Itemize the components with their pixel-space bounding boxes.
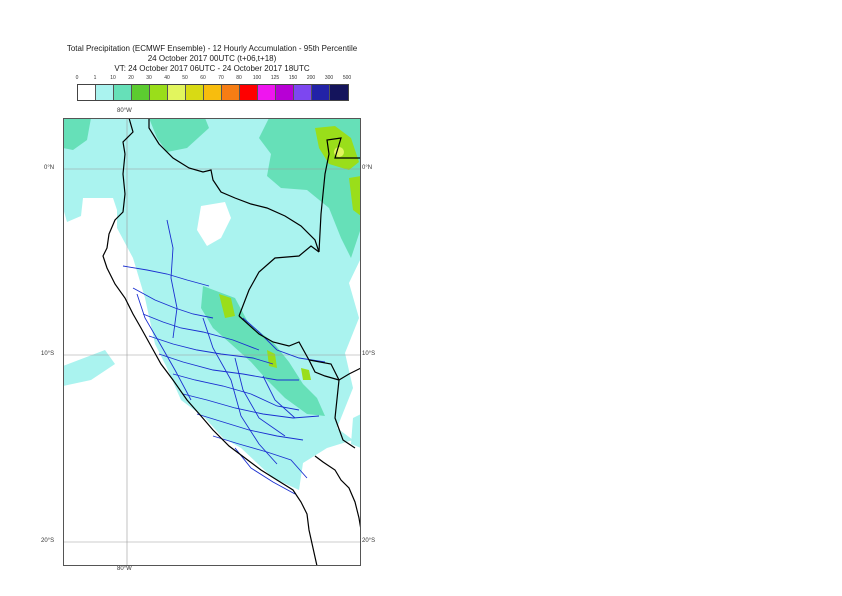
admin-boundaries — [122, 219, 326, 495]
legend-threshold-1: 1 — [93, 75, 97, 81]
legend-swatch-2 — [114, 85, 132, 100]
lat-label-left-20s: 20°S — [41, 538, 55, 544]
legend-threshold-3: 20 — [128, 75, 134, 81]
legend-threshold-6: 50 — [182, 75, 188, 81]
legend-swatch-0 — [78, 85, 96, 100]
legend-swatch-7 — [204, 85, 222, 100]
legend-swatch-4 — [150, 85, 168, 100]
legend-swatch-14 — [330, 85, 348, 100]
legend-threshold-15: 500 — [342, 75, 352, 81]
legend-threshold-4: 30 — [146, 75, 152, 81]
lat-label-right-20s: 20°S — [362, 538, 376, 544]
map-valid-time: VT: 24 October 2017 06UTC - 24 October 2… — [114, 64, 310, 73]
legend-swatch-11 — [276, 85, 294, 100]
legend-threshold-0: 0 — [75, 75, 79, 81]
legend-threshold-5: 40 — [164, 75, 170, 81]
precipitation-map — [63, 118, 361, 566]
legend-threshold-14: 300 — [324, 75, 334, 81]
map-title: Total Precipitation (ECMWF Ensemble) - 1… — [66, 44, 358, 53]
legend-swatch-10 — [258, 85, 276, 100]
legend-swatch-6 — [186, 85, 204, 100]
legend-swatch-8 — [222, 85, 240, 100]
lat-label-left-0: 0°N — [44, 165, 55, 171]
legend-swatch-5 — [168, 85, 186, 100]
legend-threshold-7: 60 — [200, 75, 206, 81]
legend-swatch-12 — [294, 85, 312, 100]
map-frame — [63, 118, 361, 566]
legend-threshold-12: 150 — [288, 75, 298, 81]
lat-label-right-0: 0°N — [362, 165, 373, 171]
legend-threshold-8: 70 — [218, 75, 224, 81]
legend-threshold-13: 200 — [306, 75, 316, 81]
legend-threshold-10: 100 — [252, 75, 262, 81]
legend-swatch-3 — [132, 85, 150, 100]
map-run-time: 24 October 2017 00UTC (t+06,t+18) — [147, 54, 277, 63]
coastline-and-borders — [102, 118, 361, 566]
lon-label-bottom: 80°W — [117, 566, 132, 572]
lat-label-right-10s: 10°S — [362, 351, 376, 357]
legend-threshold-labels: 0 1 10 20 30 40 50 60 70 80 100 125 150 200 300 500 — [0, 75, 842, 85]
legend-threshold-11: 125 — [270, 75, 280, 81]
legend-swatch-13 — [312, 85, 330, 100]
legend-swatch-9 — [240, 85, 258, 100]
legend-threshold-2: 10 — [110, 75, 116, 81]
legend-swatch-1 — [96, 85, 114, 100]
dry-areas — [163, 202, 231, 436]
legend-threshold-9: 80 — [236, 75, 242, 81]
precipitation-legend — [77, 84, 349, 101]
lat-label-left-10s: 10°S — [41, 351, 55, 357]
lon-label-top: 80°W — [117, 108, 132, 114]
